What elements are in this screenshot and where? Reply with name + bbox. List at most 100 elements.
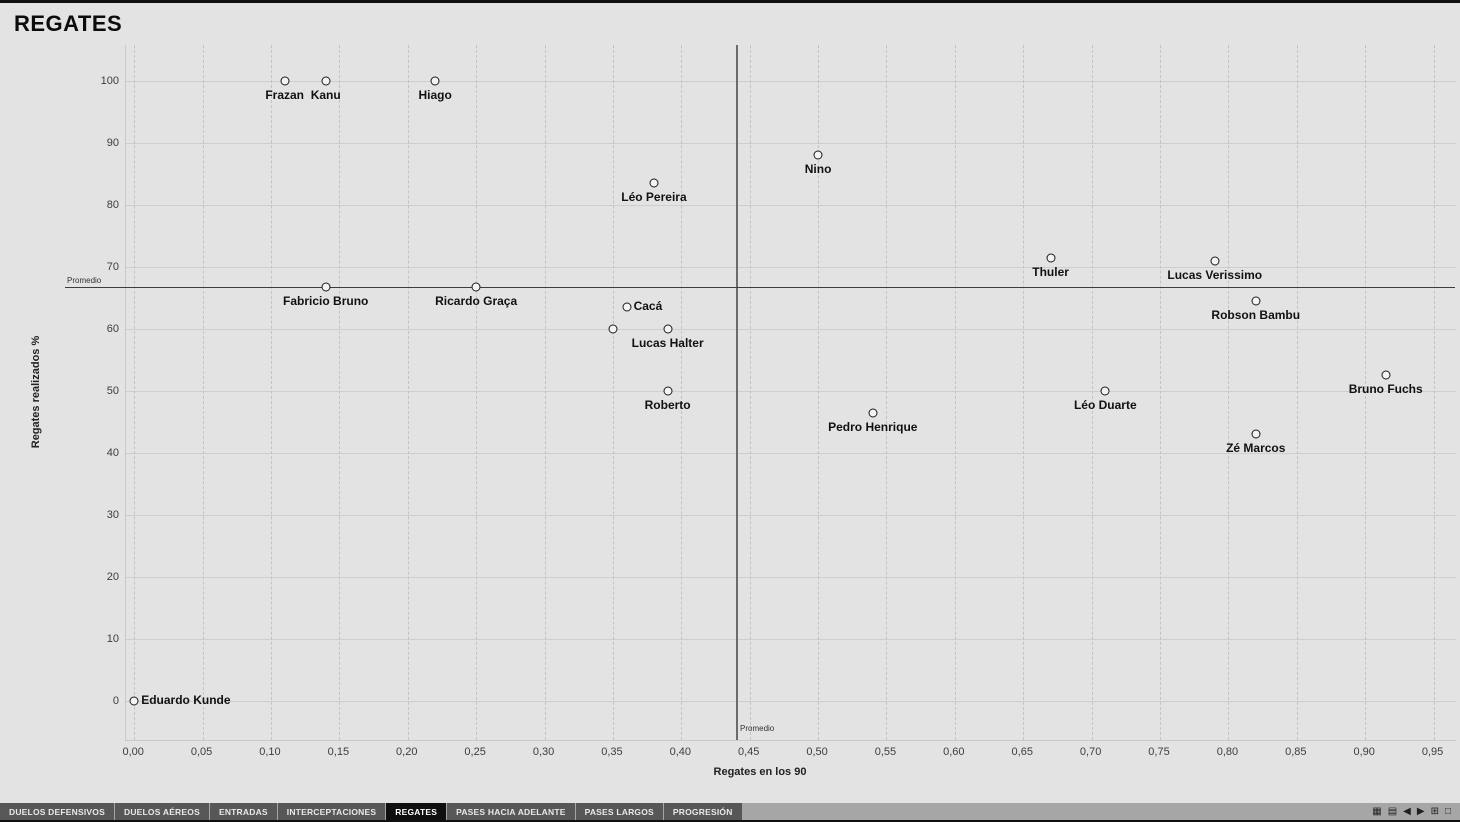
x-tick-label: 0,70 — [1079, 746, 1102, 758]
x-tick-label: 0,60 — [943, 746, 965, 758]
data-point-l-o-duarte[interactable] — [1100, 386, 1110, 396]
point-label: Nino — [804, 162, 832, 177]
x-tick-label: 0,10 — [259, 746, 281, 758]
v-gridline — [749, 45, 751, 740]
v-gridline — [612, 45, 614, 740]
data-point-frazan[interactable] — [280, 76, 290, 86]
v-gridline — [1091, 45, 1093, 740]
h-gridline — [126, 700, 1456, 702]
fullscreen-icon[interactable]: □ — [1444, 805, 1451, 817]
x-tick-label: 0,85 — [1285, 746, 1307, 758]
x-tick-label: 0,50 — [806, 746, 828, 758]
point-label: Kanu — [310, 87, 341, 102]
point-label: Pedro Henrique — [828, 419, 918, 434]
data-point-nino[interactable] — [813, 150, 823, 160]
data-point-ricardo-gra-a[interactable] — [471, 282, 481, 292]
point-label: Cacá — [633, 299, 663, 314]
v-gridline — [886, 45, 888, 740]
v-gridline — [1296, 45, 1298, 740]
data-point-robson-bambu[interactable] — [1251, 296, 1261, 306]
h-gridline — [126, 514, 1456, 516]
tab-interceptaciones[interactable]: INTERCEPTACIONES — [277, 803, 386, 820]
v-gridline — [134, 45, 136, 740]
status-icons: ▦ ▤ ◀ ▶ ⊞ □ — [1363, 803, 1460, 820]
h-gridline — [126, 204, 1456, 206]
h-gridline — [126, 80, 1456, 82]
y-axis-title: Regates realizados % — [30, 335, 42, 449]
new-sheet-icon[interactable]: ⊞ — [1430, 805, 1439, 817]
point-label: Zé Marcos — [1226, 441, 1286, 456]
data-point-unlabeled[interactable] — [608, 324, 618, 334]
tab-duelos-a-reos[interactable]: DUELOS AÉREOS — [114, 803, 209, 820]
data-point-pedro-henrique[interactable] — [868, 408, 878, 418]
tab-pases-hacia-adelante[interactable]: PASES HACIA ADELANTE — [447, 803, 575, 820]
plot-area: Promedio Frazan Kanu Hiago Nino Léo Pereira Th… — [125, 45, 1456, 741]
v-gridline — [954, 45, 956, 740]
v-gridline — [818, 45, 820, 740]
x-tick-label: 0,20 — [396, 746, 418, 758]
y-tick-label: 50 — [106, 384, 119, 397]
prev-sheet-icon[interactable]: ◀ — [1403, 805, 1411, 817]
tab-regates[interactable]: REGATES — [386, 803, 447, 820]
next-sheet-icon[interactable]: ▶ — [1416, 805, 1425, 817]
tab-duelos-defensivos[interactable]: DUELOS DEFENSIVOS — [0, 803, 114, 820]
point-label: Léo Pereira — [621, 190, 687, 205]
bottom-border — [0, 820, 1460, 822]
tabs: DUELOS DEFENSIVOS DUELOS AÉREOS ENTRADAS IN… — [0, 803, 743, 820]
data-point-l-o-pereira[interactable] — [649, 178, 659, 188]
data-point-bruno-fuchs[interactable] — [1381, 370, 1391, 380]
data-point-thuler[interactable] — [1046, 253, 1056, 263]
data-point-kanu[interactable] — [321, 76, 331, 86]
v-gridline — [544, 45, 546, 740]
average-line-vertical-label: Promedio — [740, 724, 775, 733]
y-tick-label: 30 — [106, 508, 119, 521]
h-gridline — [126, 328, 1456, 330]
h-gridline — [126, 390, 1456, 392]
point-label: Frazan — [265, 87, 304, 102]
y-tick-label: 70 — [106, 260, 119, 273]
v-gridline — [407, 45, 409, 740]
grid-icon[interactable]: ▦ — [1372, 805, 1382, 817]
data-point-cac-[interactable] — [622, 302, 632, 312]
v-gridline — [270, 45, 272, 740]
v-gridline — [1365, 45, 1367, 740]
y-tick-label: 20 — [106, 570, 119, 583]
y-tick-label: 90 — [106, 136, 119, 149]
sheet-tab-bar: DUELOS DEFENSIVOS DUELOS AÉREOS ENTRADAS IN… — [0, 803, 1460, 820]
data-point-hiago[interactable] — [430, 76, 440, 86]
y-tick-label: 0 — [112, 694, 119, 707]
y-tick-label: 60 — [106, 322, 119, 335]
average-line-horizontal — [65, 286, 1455, 288]
page-title: REGATES — [14, 11, 123, 36]
average-line-horizontal-label: Promedio — [67, 275, 102, 285]
data-point-lucas-verissimo[interactable] — [1210, 256, 1220, 266]
point-label: Ricardo Graça — [435, 293, 518, 308]
data-point-fabricio-bruno[interactable] — [321, 282, 331, 292]
x-tick-label: 0,45 — [737, 746, 760, 758]
tab-progresi-n[interactable]: PROGRESIÓN — [663, 803, 742, 820]
v-gridline — [202, 45, 204, 740]
tab-entradas[interactable]: ENTRADAS — [209, 803, 277, 820]
h-gridline — [126, 266, 1456, 268]
point-label: Roberto — [644, 397, 691, 412]
x-tick-label: 0,15 — [327, 746, 350, 758]
point-label: Eduardo Kunde — [141, 692, 231, 707]
point-label: Lucas Verissimo — [1167, 267, 1263, 282]
x-tick-label: 0,00 — [122, 746, 144, 758]
data-point-eduardo-kunde[interactable] — [129, 696, 139, 706]
point-label: Fabricio Bruno — [283, 293, 369, 308]
x-tick-label: 0,65 — [1011, 746, 1033, 758]
data-point-z-marcos[interactable] — [1251, 429, 1261, 439]
x-tick-label: 0,25 — [464, 746, 486, 758]
tab-pases-largos[interactable]: PASES LARGOS — [575, 803, 663, 820]
point-label: Bruno Fuchs — [1348, 382, 1423, 397]
point-label: Robson Bambu — [1211, 308, 1301, 323]
rows-icon[interactable]: ▤ — [1387, 805, 1398, 817]
average-line-vertical — [736, 45, 739, 740]
v-gridline — [1228, 45, 1230, 740]
data-point-roberto[interactable] — [663, 386, 673, 396]
point-label: Lucas Halter — [631, 335, 704, 350]
h-gridline — [126, 142, 1456, 144]
data-point-lucas-halter[interactable] — [663, 324, 673, 334]
